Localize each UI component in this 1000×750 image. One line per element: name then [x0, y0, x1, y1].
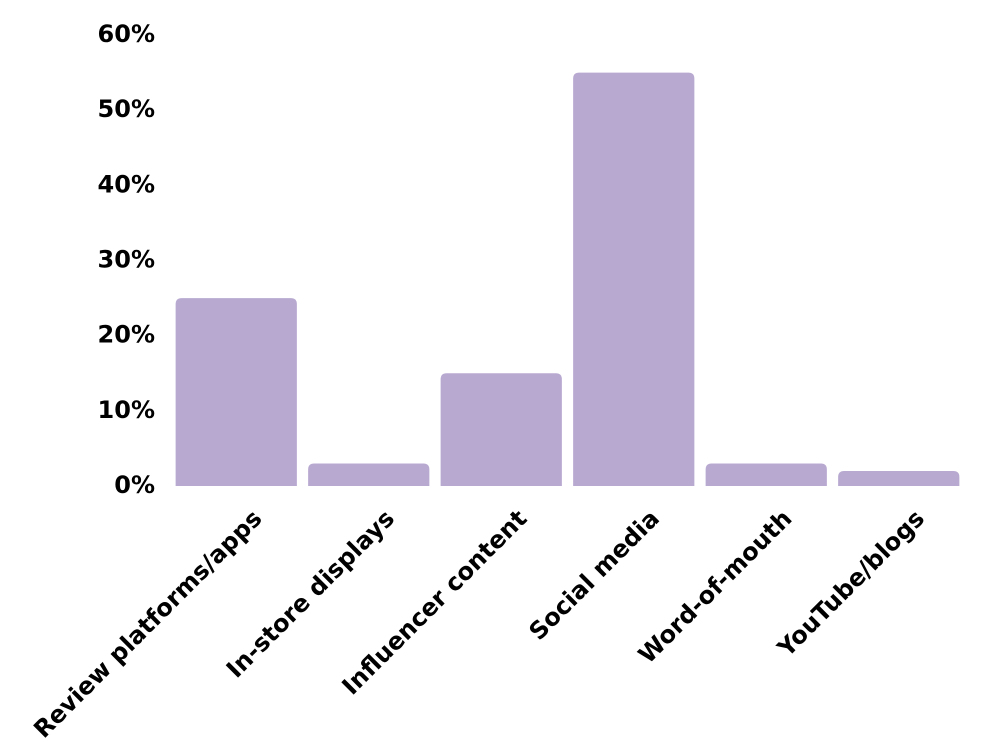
y-tick-label: 50%	[98, 95, 155, 123]
y-tick-label: 10%	[98, 396, 155, 424]
x-tick-label: Review platforms/apps	[28, 504, 267, 743]
y-tick-label: 40%	[98, 170, 155, 198]
y-tick-label: 60%	[98, 20, 155, 48]
bar	[440, 373, 562, 486]
bar	[838, 470, 960, 486]
y-tick-label: 30%	[98, 246, 155, 274]
bar	[175, 298, 297, 486]
y-tick-label: 0%	[114, 471, 155, 499]
bar	[308, 463, 430, 486]
bar	[705, 463, 827, 486]
bar	[573, 72, 695, 486]
y-tick-label: 20%	[98, 321, 155, 349]
x-tick-label: YouTube/blogs	[771, 504, 930, 663]
x-tick-label: Social media	[524, 504, 665, 645]
